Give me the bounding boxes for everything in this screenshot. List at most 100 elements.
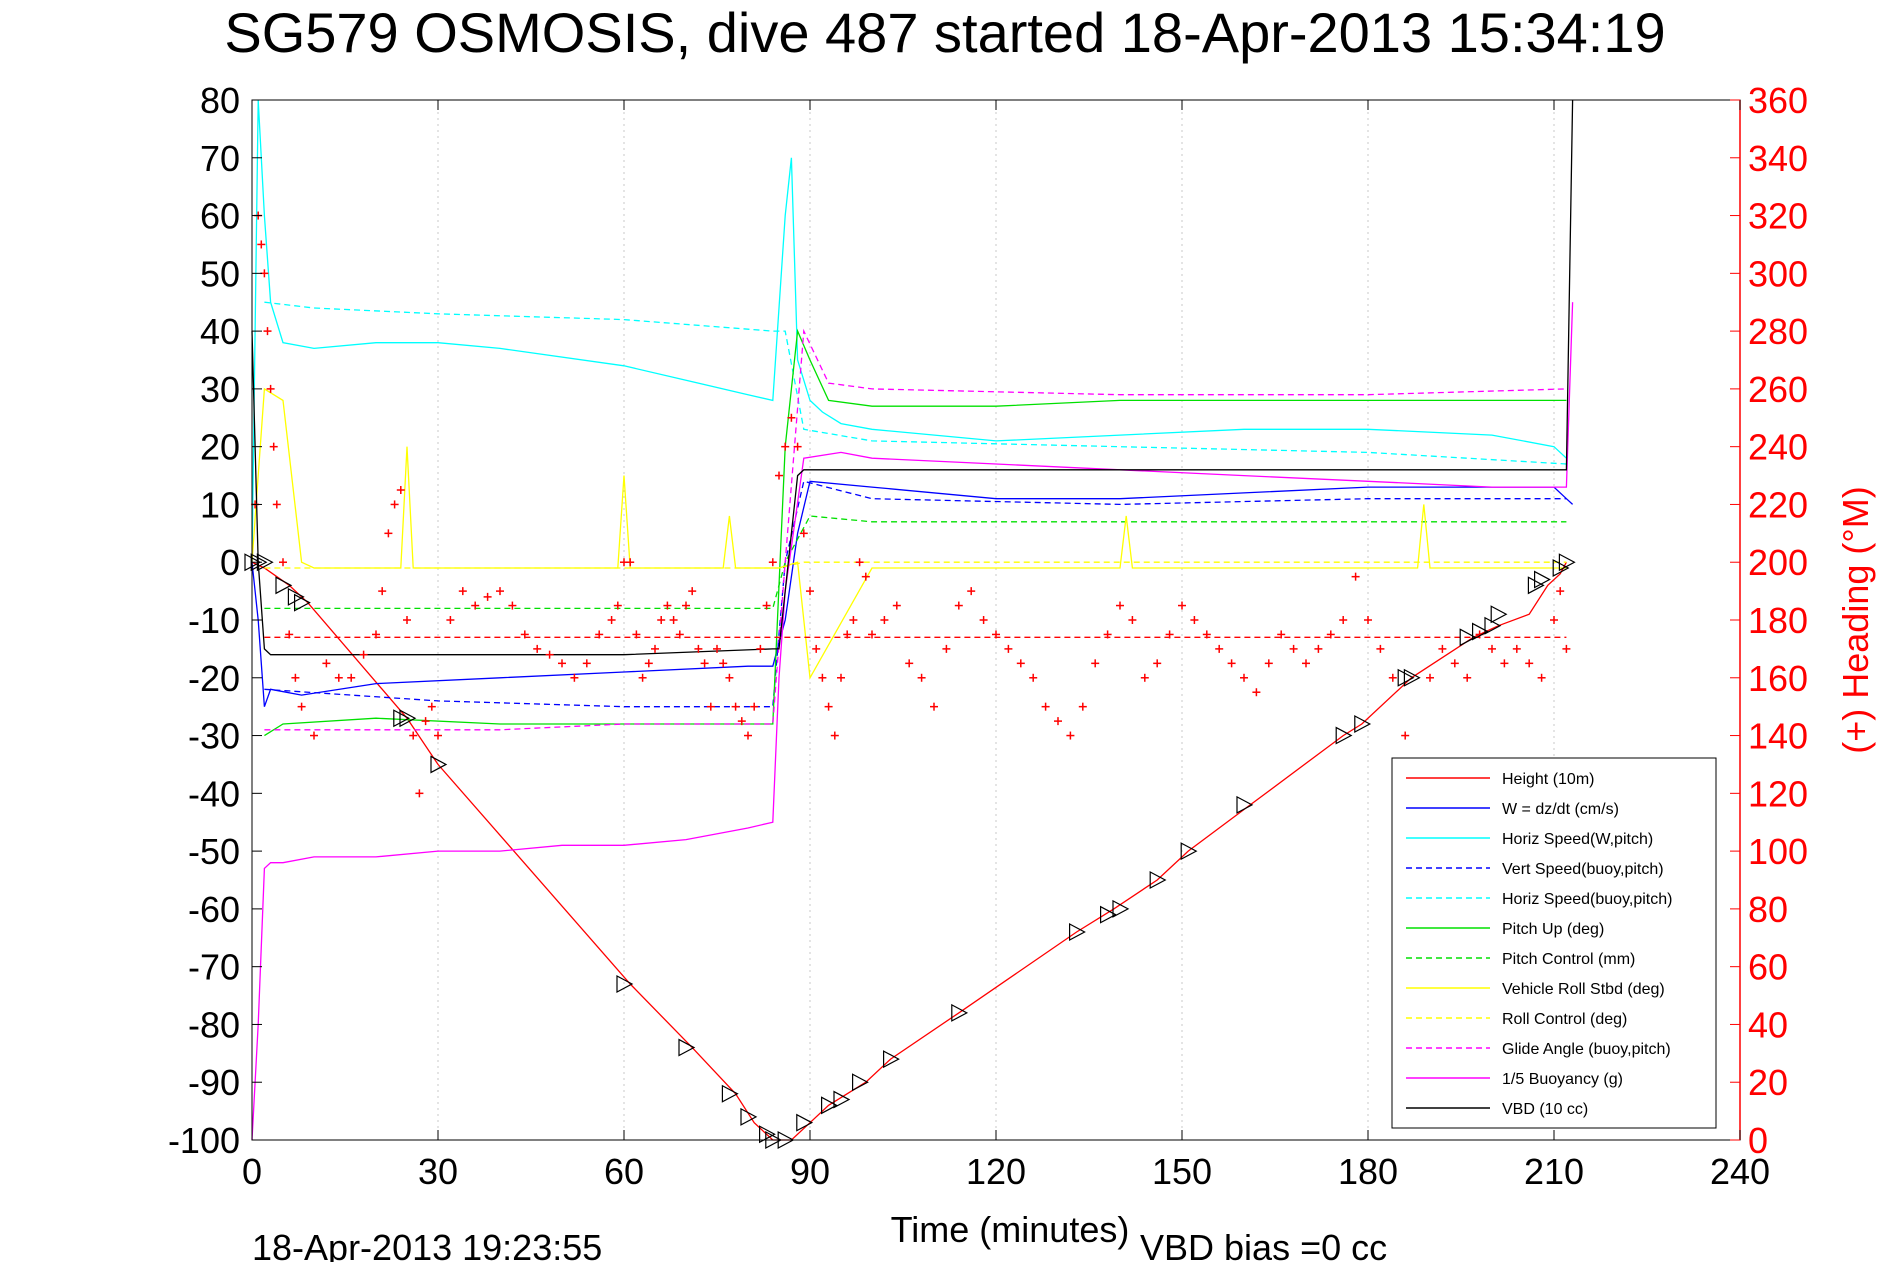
legend-label: Vehicle Roll Stbd (deg) (1502, 981, 1665, 998)
y-right-tick-label: 100 (1748, 831, 1808, 872)
heading-marker (868, 630, 876, 639)
heading-marker (458, 587, 467, 596)
heading-marker (700, 659, 709, 668)
heading-marker (558, 659, 566, 668)
y-right-tick-label: 40 (1748, 1004, 1788, 1045)
heading-marker (837, 673, 845, 682)
y-left-tick-label: -80 (188, 1004, 240, 1045)
y-left-tick-label: -30 (188, 716, 240, 757)
heading-marker (269, 442, 278, 451)
heading-marker (1388, 673, 1397, 682)
heading-marker (725, 673, 734, 682)
x-tick-label: 210 (1524, 1151, 1584, 1192)
heading-marker (688, 587, 697, 596)
height-triangle-marker (1335, 726, 1353, 745)
heading-marker (731, 702, 740, 711)
heading-marker (297, 702, 306, 711)
heading-marker (403, 616, 411, 624)
heading-marker (713, 644, 721, 653)
heading-marker (737, 717, 746, 726)
y-right-tick-label: 180 (1748, 600, 1808, 641)
heading-marker (954, 601, 963, 610)
heading-marker (638, 673, 647, 682)
height-triangle-marker (1459, 628, 1477, 647)
y-left-tick-label: 60 (200, 196, 240, 237)
heading-marker (1339, 616, 1348, 624)
heading-marker (1376, 644, 1385, 653)
plot-area (244, 99, 1741, 1149)
legend-label: Vert Speed(buoy,pitch) (1502, 861, 1664, 878)
heading-marker (756, 644, 765, 653)
heading-marker (384, 529, 393, 538)
heading-marker (1463, 673, 1472, 682)
heading-marker (1215, 644, 1224, 653)
heading-marker (1401, 731, 1410, 740)
heading-marker (1016, 659, 1025, 668)
y-right-tick-label: 300 (1748, 253, 1808, 294)
heading-marker (644, 659, 653, 668)
heading-marker (1240, 673, 1248, 682)
x-tick-label: 180 (1338, 1151, 1398, 1192)
height-triangle-marker (294, 593, 311, 612)
heading-marker (992, 630, 1000, 639)
heading-marker (1264, 659, 1273, 668)
heading-marker (396, 486, 405, 494)
heading-marker (1178, 601, 1186, 610)
height-triangle-marker (833, 1090, 851, 1109)
heading-marker (322, 659, 331, 668)
heading-marker (533, 644, 542, 653)
x-axis-ticks: 0 30 60 90 120 150 180 210 240 (242, 100, 1770, 1192)
height-triangle-marker (1180, 842, 1198, 861)
y-right-tick-label: 160 (1748, 658, 1808, 699)
heading-marker (1091, 659, 1100, 668)
heading-marker (861, 572, 870, 581)
heading-marker (663, 601, 672, 610)
height-triangle-marker (1527, 576, 1545, 595)
y-right-tick-label: 140 (1748, 716, 1808, 757)
heading-marker (793, 442, 802, 451)
heading-marker (334, 673, 343, 682)
heading-marker (496, 587, 504, 596)
height-triangle-marker (399, 709, 417, 728)
heading-marker (1078, 702, 1087, 711)
footer-vbd-bias: VBD bias =0 cc (1140, 1227, 1387, 1262)
series-line-10 (251, 302, 1574, 1141)
heading-marker (582, 659, 591, 668)
height-triangle-marker (1112, 899, 1130, 918)
heading-marker (285, 630, 294, 639)
legend-label: 1/5 Buoyancy (g) (1502, 1071, 1623, 1088)
y-left-tick-label: -90 (188, 1062, 240, 1103)
heading-marker (1103, 630, 1112, 639)
y-left-tick-label: 20 (200, 427, 240, 468)
series-line-11 (251, 99, 1574, 656)
y-left-tick-label: -70 (188, 947, 240, 988)
heading-marker (613, 601, 622, 610)
heading-marker (775, 471, 783, 480)
height-triangle-marker (721, 1084, 739, 1103)
y-right-tick-label: 0 (1748, 1120, 1768, 1161)
heading-marker (409, 731, 418, 740)
y-axis-right-label: (+) Heading (°M) (1835, 486, 1876, 753)
heading-marker (607, 616, 616, 624)
heading-marker (706, 702, 715, 711)
heading-marker (1054, 717, 1062, 726)
heading-marker (1556, 587, 1565, 596)
y-left-tick-label: 80 (200, 80, 240, 121)
x-tick-label: 150 (1152, 1151, 1212, 1192)
y-right-tick-label: 340 (1748, 138, 1808, 179)
heading-marker (818, 673, 827, 682)
heading-marker (682, 601, 690, 610)
height-triangle-marker (1403, 668, 1421, 687)
heading-marker (967, 587, 976, 596)
heading-marker (434, 731, 442, 740)
heading-marker (762, 601, 771, 610)
heading-marker (508, 601, 517, 610)
y-axis-left-ticks: 80 70 60 50 40 30 20 10 0 -10 -20 -30 -40 -50 -60 -70 -8… (168, 80, 262, 1161)
heading-marker (1066, 731, 1075, 740)
y-right-tick-label: 120 (1748, 773, 1808, 814)
heading-marker (1438, 644, 1447, 653)
height-triangle-marker (1099, 905, 1117, 924)
heading-marker (359, 650, 368, 659)
y-right-tick-label: 260 (1748, 369, 1808, 410)
